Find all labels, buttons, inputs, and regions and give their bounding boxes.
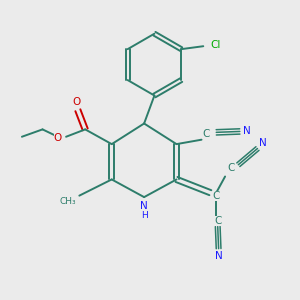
Text: C: C [213,190,220,201]
Text: C: C [202,129,210,139]
Text: O: O [54,133,62,143]
Text: CH₃: CH₃ [59,197,76,206]
Text: C: C [214,216,221,226]
Text: H: H [141,211,148,220]
Text: N: N [243,126,251,136]
Text: N: N [140,201,148,211]
Text: N: N [215,251,223,261]
Text: O: O [72,97,80,107]
Text: N: N [260,138,267,148]
Text: Cl: Cl [211,40,221,50]
Text: C: C [227,163,235,173]
